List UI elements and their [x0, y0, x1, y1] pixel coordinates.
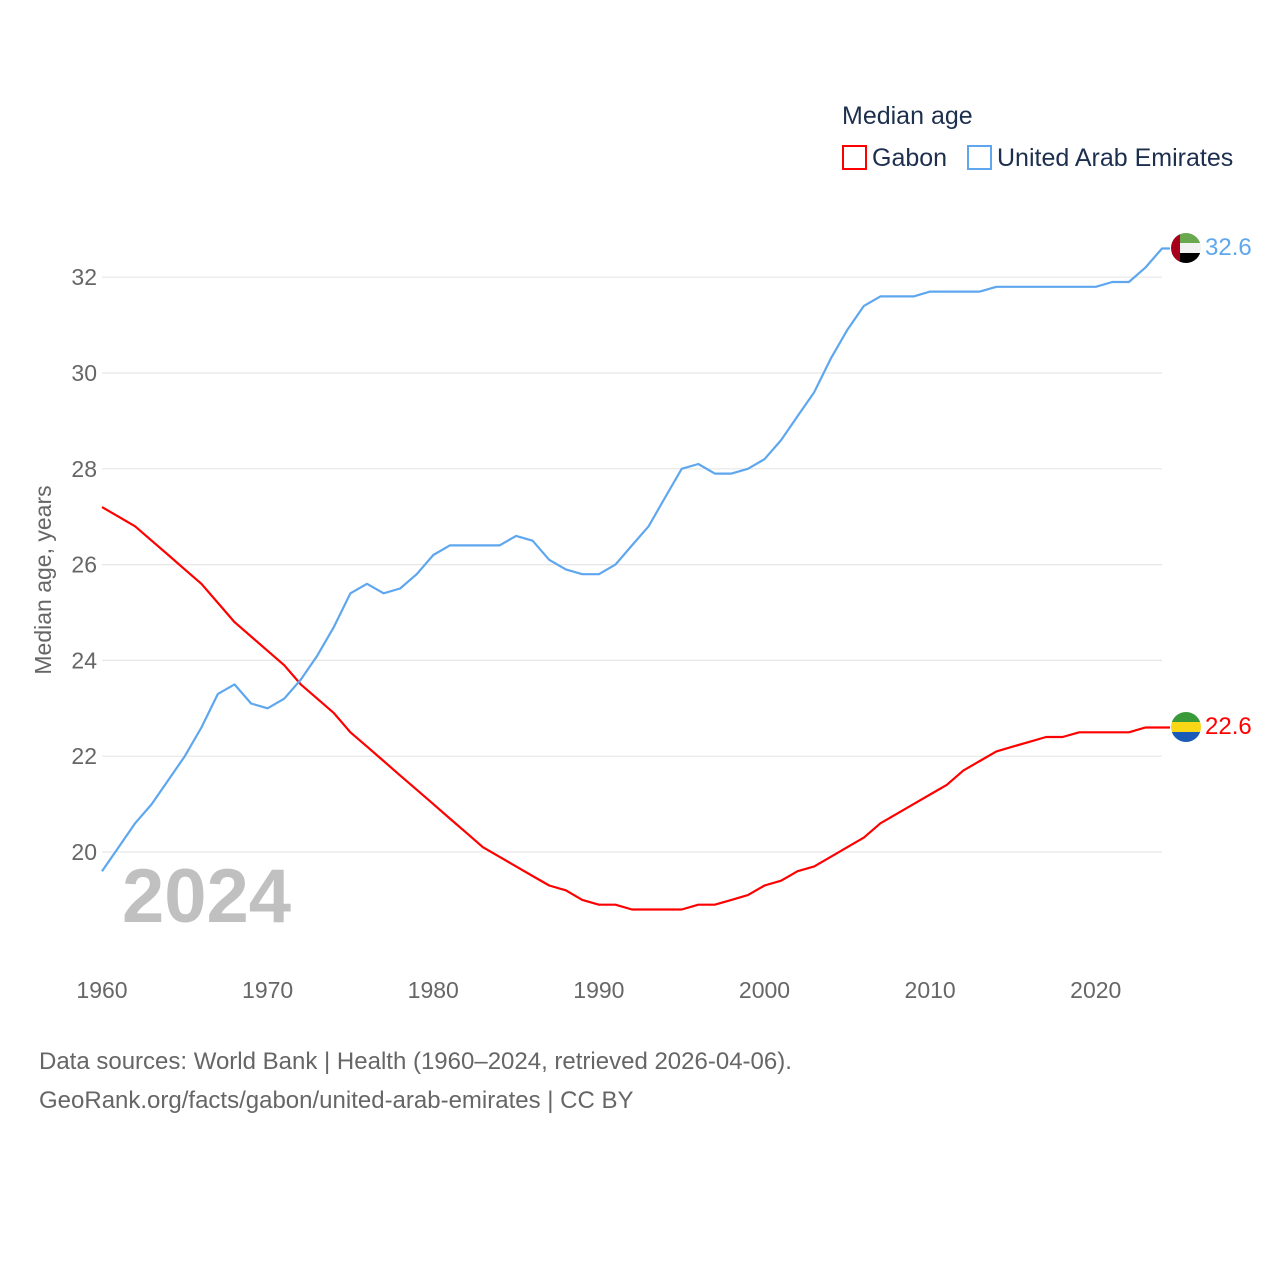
gridlines: [102, 276, 1162, 853]
legend: Median age Gabon United Arab Emirates: [842, 102, 1233, 172]
uae-flag-icon: [1171, 233, 1201, 263]
end-label-uae: 32.6: [1205, 234, 1252, 261]
x-tick-label: 2020: [1070, 977, 1121, 1003]
y-axis-ticks: 20 22 24 26 28 30 32: [71, 264, 97, 865]
x-tick-label: 1970: [242, 977, 293, 1003]
y-tick-label: 28: [71, 456, 97, 482]
legend-label-gabon[interactable]: Gabon: [872, 144, 947, 172]
x-tick-label: 2010: [905, 977, 956, 1003]
y-tick-label: 20: [71, 839, 97, 865]
x-axis-ticks: 1960 1970 1980 1990 2000 2010 2020: [76, 977, 1121, 1003]
y-tick-label: 24: [71, 647, 97, 673]
y-tick-label: 30: [71, 360, 97, 386]
x-tick-label: 1960: [76, 977, 127, 1003]
legend-title: Median age: [842, 102, 973, 130]
y-tick-label: 26: [71, 552, 97, 578]
series-lines: [101, 247, 1170, 911]
x-tick-label: 1980: [408, 977, 459, 1003]
y-tick-label: 22: [71, 743, 97, 769]
source-line-1: Data sources: World Bank | Health (1960–…: [39, 1048, 792, 1075]
year-watermark: 2024: [122, 854, 291, 939]
y-axis-label: Median age, years: [30, 485, 56, 674]
series-line-uae: [101, 247, 1170, 872]
x-tick-label: 2000: [739, 977, 790, 1003]
y-tick-label: 32: [71, 264, 97, 290]
gabon-flag-icon: [1171, 712, 1201, 742]
x-tick-label: 1990: [573, 977, 624, 1003]
legend-label-uae[interactable]: United Arab Emirates: [997, 144, 1233, 172]
end-label-gabon: 22.6: [1205, 713, 1252, 740]
legend-swatch-gabon[interactable]: [842, 145, 867, 170]
series-line-gabon: [101, 506, 1170, 911]
legend-swatch-uae[interactable]: [967, 145, 992, 170]
source-line-2[interactable]: GeoRank.org/facts/gabon/united-arab-emir…: [39, 1087, 634, 1114]
